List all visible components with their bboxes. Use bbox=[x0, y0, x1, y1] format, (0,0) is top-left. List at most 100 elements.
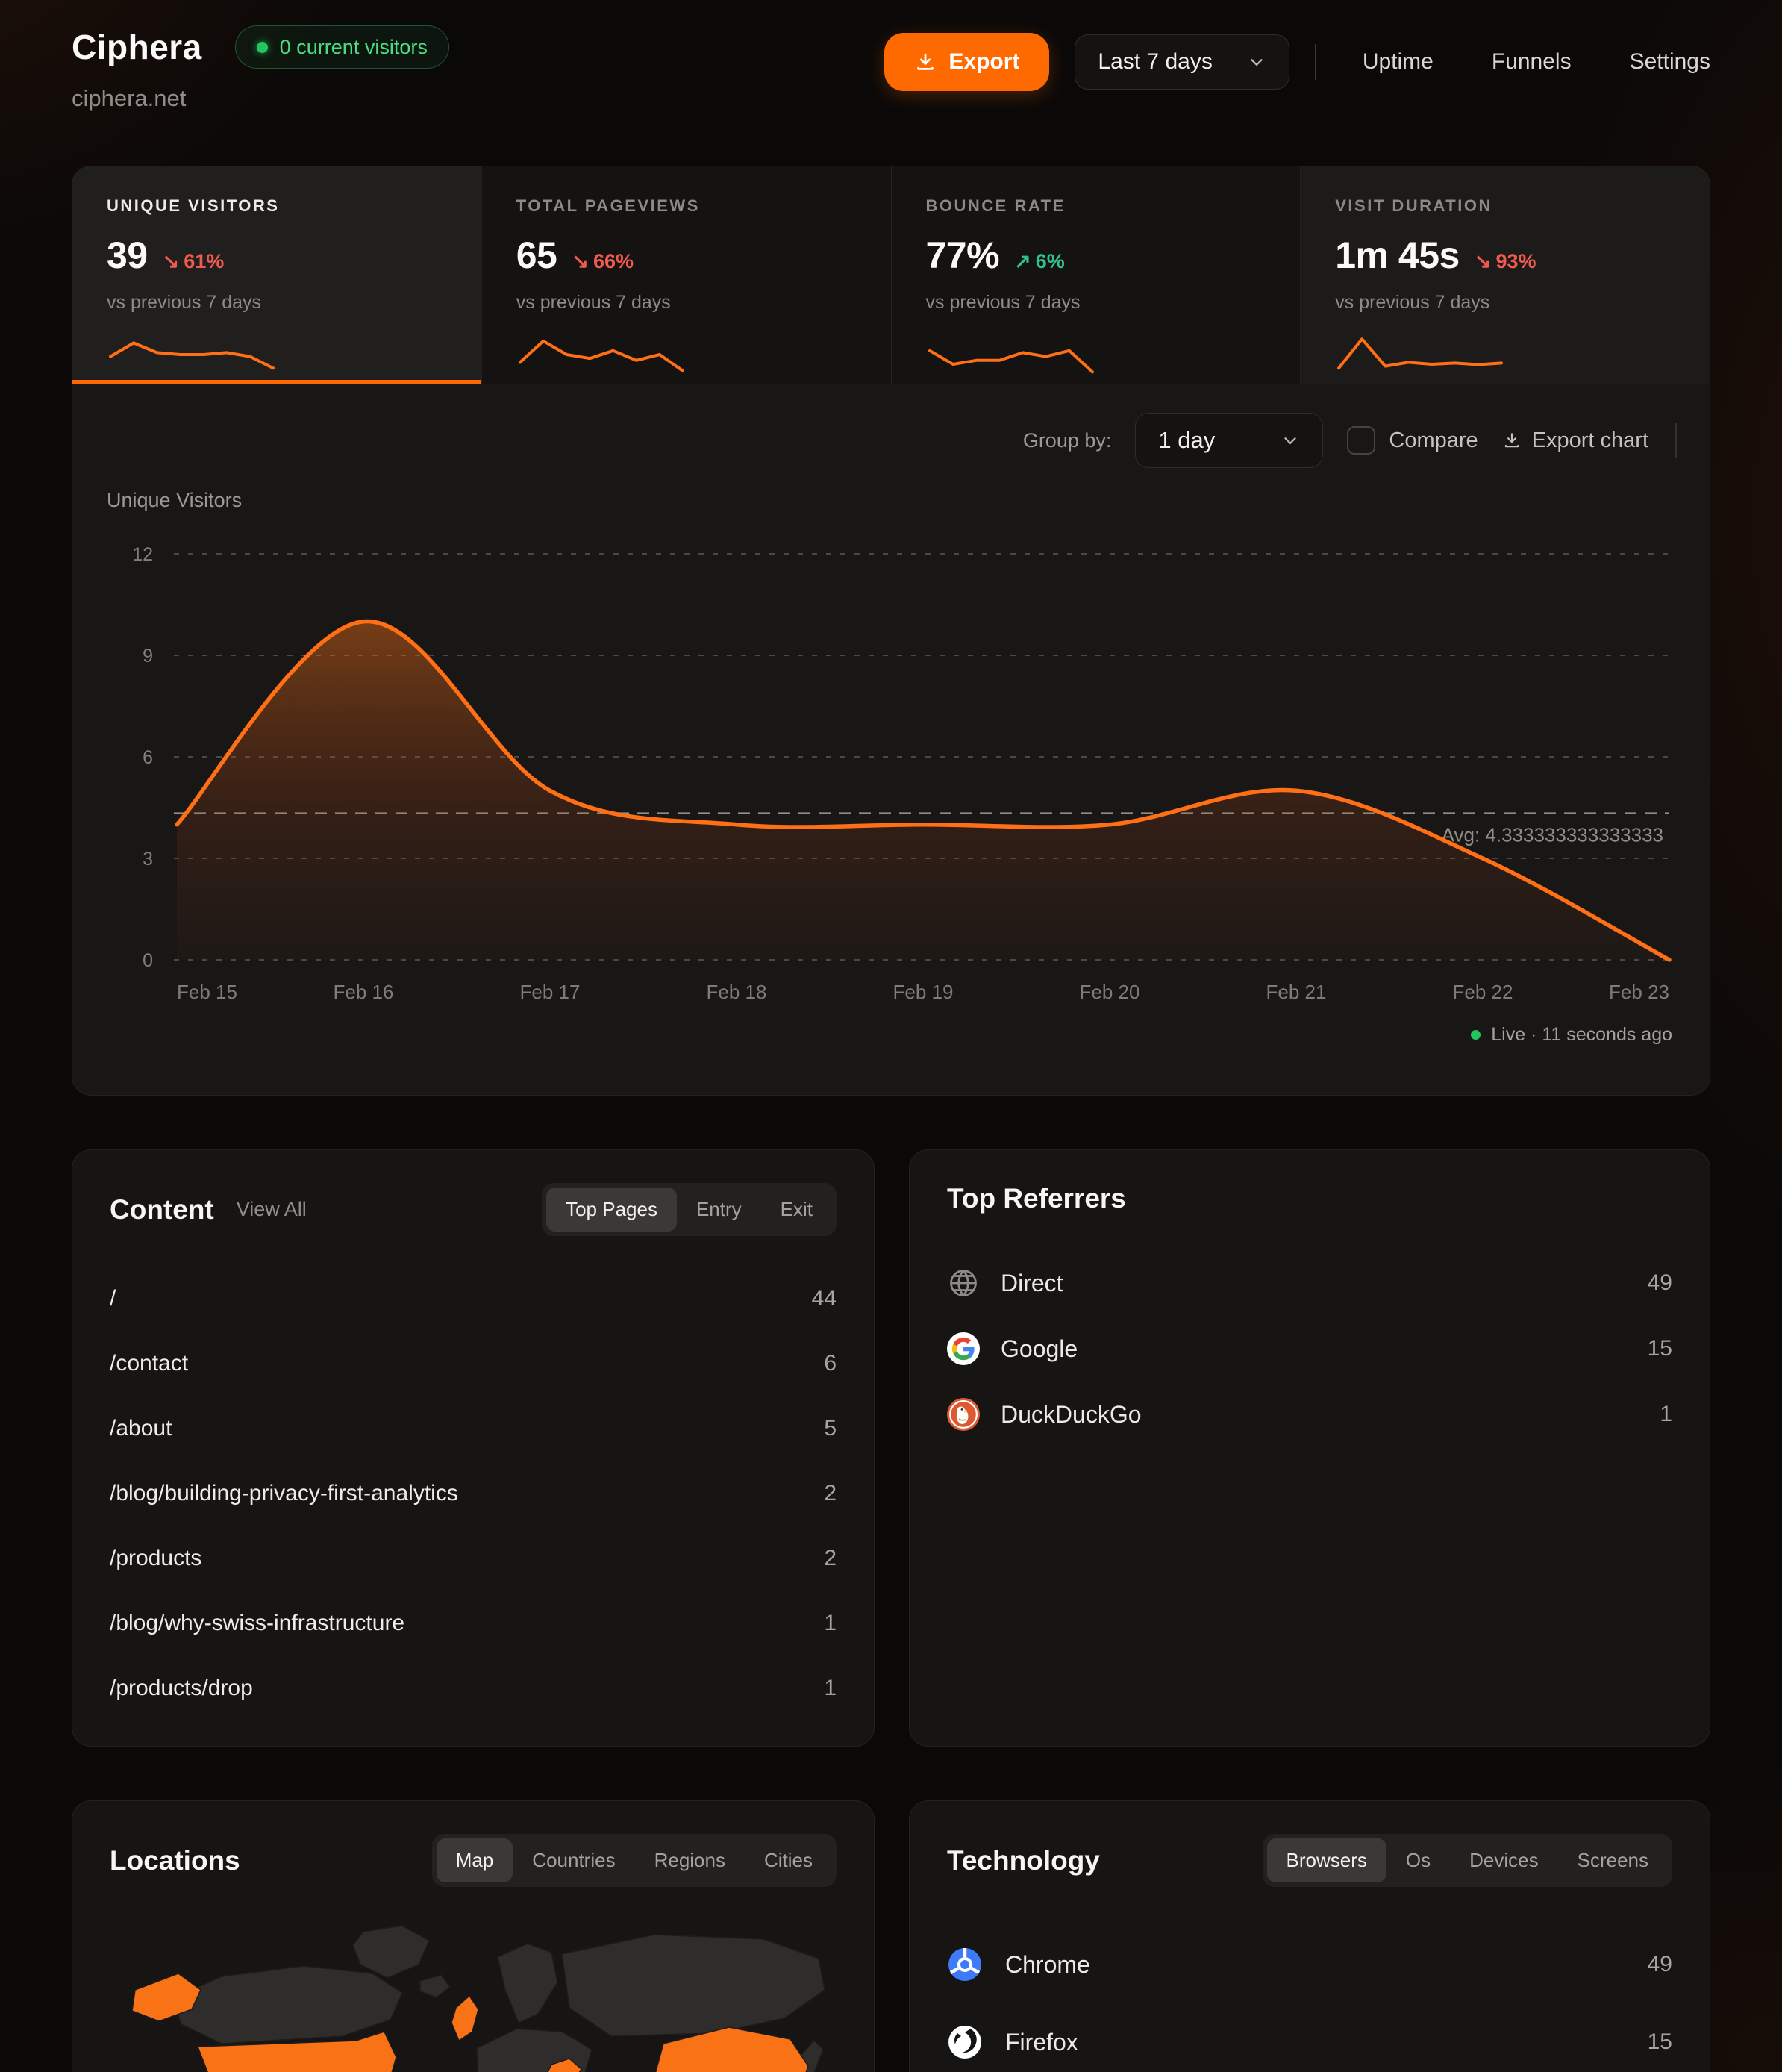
map-romania-highlight bbox=[547, 2058, 582, 2072]
map-scandinavia bbox=[497, 1943, 558, 2023]
content-title: Content bbox=[110, 1193, 214, 1225]
chevron-down-icon bbox=[1284, 437, 1297, 444]
tab-map[interactable]: Map bbox=[436, 1838, 513, 1882]
referrer-rows: Direct 49 Google 15 DuckDuckGo 1 bbox=[947, 1250, 1672, 1447]
stat-note: vs previous 7 days bbox=[107, 292, 262, 313]
download-icon bbox=[917, 53, 934, 70]
locations-panel: Locations Map Countries Regions Cities bbox=[72, 1800, 875, 2072]
trend-arrow-icon: ↗ bbox=[1014, 250, 1031, 272]
group-by-select[interactable]: 1 day bbox=[1135, 413, 1324, 468]
top-bar-actions: Export Last 7 days Uptime Funnels Settin… bbox=[884, 33, 1710, 91]
stats-row: UNIQUE VISITORS 39 ↘ 61% vs previous 7 da… bbox=[72, 166, 1710, 384]
export-label: Export bbox=[948, 49, 1020, 74]
trend-arrow-icon: ↘ bbox=[1474, 250, 1492, 272]
stat-note: vs previous 7 days bbox=[516, 292, 671, 313]
site-domain: ciphera.net bbox=[72, 85, 187, 111]
tab-entry[interactable]: Entry bbox=[695, 1198, 742, 1220]
top-bar: Ciphera 0 current visitors ciphera.net E… bbox=[72, 25, 1710, 112]
stat-label: UNIQUE VISITORS bbox=[107, 196, 280, 215]
referrer-row[interactable]: Direct 49 bbox=[947, 1250, 1672, 1316]
stat-delta: ↘ 93% bbox=[1474, 250, 1536, 272]
stat-card-visit-duration[interactable]: VISIT DURATION 1m 45s ↘ 93% vs previous 7… bbox=[1301, 166, 1710, 384]
map-usa-highlight bbox=[197, 2031, 397, 2072]
svg-text:Feb 15: Feb 15 bbox=[177, 981, 237, 1003]
live-status-label: Live · 11 seconds ago bbox=[1491, 1024, 1672, 1045]
svg-text:Avg: 4.333333333333333: Avg: 4.333333333333333 bbox=[1442, 824, 1663, 846]
stat-value: 1m 45s bbox=[1335, 234, 1460, 276]
content-row[interactable]: /contact 6 bbox=[110, 1350, 837, 1376]
download-icon bbox=[1504, 433, 1519, 448]
content-row[interactable]: /about 5 bbox=[110, 1415, 837, 1441]
tab-devices[interactable]: Devices bbox=[1469, 1849, 1539, 1871]
compare-toggle[interactable]: Compare bbox=[1347, 426, 1478, 455]
visitors-area-chart[interactable]: 0 3 6 9 12 Avg: 4.333333333333333 Feb 15 Feb 16… bbox=[105, 515, 1680, 1017]
svg-text:Feb 19: Feb 19 bbox=[893, 981, 954, 1003]
referrer-row[interactable]: Google 15 bbox=[947, 1316, 1672, 1382]
technology-title: Technology bbox=[947, 1844, 1100, 1876]
nav-funnels[interactable]: Funnels bbox=[1491, 49, 1572, 74]
sparkline-chart bbox=[1337, 337, 1504, 370]
stat-delta: ↘ 66% bbox=[572, 250, 634, 272]
site-title: Ciphera bbox=[72, 28, 202, 66]
site-block: Ciphera 0 current visitors ciphera.net bbox=[72, 25, 449, 112]
tab-cities[interactable]: Cities bbox=[763, 1849, 813, 1871]
map-canada bbox=[172, 1965, 403, 2044]
compare-checkbox[interactable] bbox=[1347, 426, 1376, 455]
stat-card-unique-visitors[interactable]: UNIQUE VISITORS 39 ↘ 61% vs previous 7 da… bbox=[72, 166, 482, 384]
sparkline-chart bbox=[518, 339, 684, 372]
technology-row[interactable]: Firefox 15 bbox=[947, 2003, 1672, 2072]
chrome-icon bbox=[948, 1948, 981, 1981]
stat-card-total-pageviews[interactable]: TOTAL PAGEVIEWS 65 ↘ 66% vs previous 7 da… bbox=[481, 166, 892, 384]
svg-text:12: 12 bbox=[132, 544, 153, 565]
date-range-select[interactable]: Last 7 days bbox=[1075, 34, 1289, 90]
live-dot-icon bbox=[256, 41, 268, 53]
svg-text:Feb 16: Feb 16 bbox=[334, 981, 394, 1003]
stat-card-bounce-rate[interactable]: BOUNCE RATE 77% ↗ 6% vs previous 7 days bbox=[891, 166, 1301, 384]
map-greenland bbox=[352, 1925, 430, 1979]
stat-value: 65 bbox=[516, 234, 557, 276]
content-row[interactable]: /products 2 bbox=[110, 1545, 837, 1570]
tab-top-pages[interactable]: Top Pages bbox=[546, 1188, 677, 1232]
tab-exit[interactable]: Exit bbox=[780, 1198, 813, 1220]
stat-value: 77% bbox=[925, 234, 1000, 276]
svg-text:Feb 21: Feb 21 bbox=[1266, 981, 1327, 1003]
tab-screens[interactable]: Screens bbox=[1577, 1849, 1648, 1871]
nav-uptime[interactable]: Uptime bbox=[1362, 49, 1434, 74]
svg-text:Feb 20: Feb 20 bbox=[1080, 981, 1140, 1003]
tab-countries[interactable]: Countries bbox=[532, 1849, 616, 1871]
svg-text:9: 9 bbox=[143, 646, 153, 667]
locations-title: Locations bbox=[110, 1844, 240, 1876]
group-by-label: Group by: bbox=[1022, 428, 1112, 452]
view-all-link[interactable]: View All bbox=[236, 1198, 307, 1220]
current-visitors-badge[interactable]: 0 current visitors bbox=[234, 25, 449, 69]
content-row[interactable]: /blog/why-swiss-infrastructure 1 bbox=[110, 1610, 837, 1635]
trend-arrow-icon: ↘ bbox=[572, 250, 589, 272]
map-russia bbox=[561, 1934, 825, 2037]
svg-text:3: 3 bbox=[143, 849, 153, 870]
technology-panel: Technology Browsers Os Devices Screens C… bbox=[909, 1800, 1710, 2072]
export-chart-label: Export chart bbox=[1531, 428, 1648, 452]
export-button[interactable]: Export bbox=[884, 33, 1050, 91]
top-nav: Uptime Funnels Settings bbox=[1363, 49, 1710, 75]
stat-note: vs previous 7 days bbox=[1335, 292, 1490, 313]
locations-tabs: Map Countries Regions Cities bbox=[431, 1834, 837, 1887]
content-row[interactable]: /44 bbox=[110, 1285, 837, 1311]
technology-rows: Chrome 49 Firefox 15 bbox=[947, 1926, 1672, 2072]
tab-os[interactable]: Os bbox=[1405, 1849, 1431, 1871]
content-rows: /44 /contact 6 /about 5 /blog/building-pri… bbox=[110, 1266, 837, 1720]
world-map[interactable] bbox=[110, 1918, 837, 2072]
svg-text:Feb 23: Feb 23 bbox=[1609, 981, 1669, 1003]
content-row[interactable]: /blog/building-privacy-first-analytics 2 bbox=[110, 1480, 837, 1505]
nav-settings[interactable]: Settings bbox=[1629, 49, 1710, 74]
svg-text:6: 6 bbox=[143, 747, 153, 768]
technology-row[interactable]: Chrome 49 bbox=[947, 1926, 1672, 2003]
live-dot-icon bbox=[1471, 1030, 1481, 1040]
export-chart-button[interactable]: Export chart bbox=[1502, 428, 1648, 453]
content-row[interactable]: /products/drop 1 bbox=[110, 1675, 837, 1700]
tab-browsers[interactable]: Browsers bbox=[1266, 1838, 1386, 1882]
duckduckgo-icon bbox=[947, 1398, 980, 1431]
tab-regions[interactable]: Regions bbox=[654, 1849, 725, 1871]
svg-text:Feb 17: Feb 17 bbox=[520, 981, 581, 1003]
referrer-row[interactable]: DuckDuckGo 1 bbox=[947, 1382, 1672, 1447]
